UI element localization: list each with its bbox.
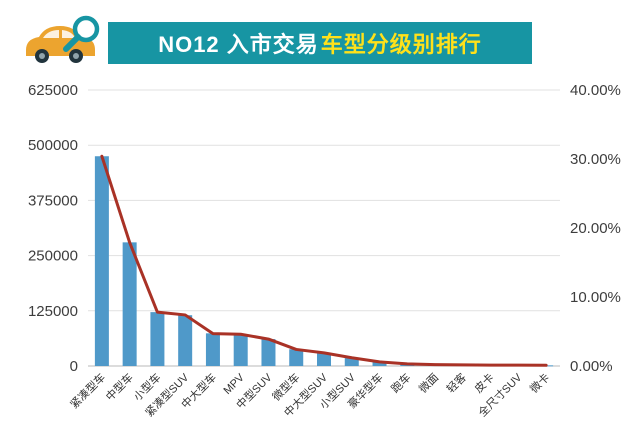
y-axis-label-left: 625000 — [28, 82, 78, 99]
y-axis-label-left: 500000 — [28, 137, 78, 154]
x-axis-label: 微面 — [416, 370, 441, 395]
title-text: NO12 入市交易 — [158, 32, 319, 57]
x-axis-label: 中型车 — [103, 370, 136, 403]
car-magnifier-icon — [26, 15, 100, 63]
bar — [317, 353, 331, 366]
chart-area: 625000 500000 375000 250000 125000 0 40.00% 30.… — [0, 70, 640, 444]
y-axis-label-right: 10.00% — [570, 289, 621, 306]
y-axis-label-right: 0.00% — [570, 358, 613, 375]
title-banner: NO12 入市交易 车型分级别排行 — [108, 22, 532, 64]
bar — [344, 358, 359, 366]
combo-chart: 625000 500000 375000 250000 125000 0 40.00% 30.… — [28, 82, 621, 419]
bar — [150, 312, 165, 366]
x-axis-label: 跑车 — [388, 370, 413, 395]
bar — [205, 333, 220, 366]
y-axis-label-right: 40.00% — [570, 82, 621, 99]
magnifier-icon — [63, 15, 100, 52]
car-icon — [26, 26, 95, 63]
bar — [178, 315, 193, 366]
x-axis-label: 轻客 — [443, 370, 468, 395]
y-axis-label-left: 250000 — [28, 248, 78, 265]
x-axis-label: 微卡 — [527, 370, 552, 395]
title-highlight-text: 车型分级别排行 — [320, 32, 482, 57]
y-axis-label-left: 0 — [70, 358, 78, 375]
bar — [233, 334, 248, 366]
bar — [122, 242, 137, 366]
y-axis-label-left: 375000 — [28, 192, 78, 209]
y-axis-label-right: 30.00% — [570, 151, 621, 168]
bar — [261, 339, 276, 366]
x-axis-label: 皮卡 — [472, 371, 497, 396]
bar — [94, 156, 109, 366]
trend-line — [100, 154, 548, 367]
y-axis-label-right: 20.00% — [570, 220, 621, 237]
bar — [372, 362, 387, 366]
x-axis-label: 紧凑型车 — [67, 370, 108, 411]
header: NO12 入市交易 车型分级别排行 — [0, 8, 640, 70]
y-axis-label-left: 125000 — [28, 303, 78, 320]
bar — [289, 349, 304, 366]
